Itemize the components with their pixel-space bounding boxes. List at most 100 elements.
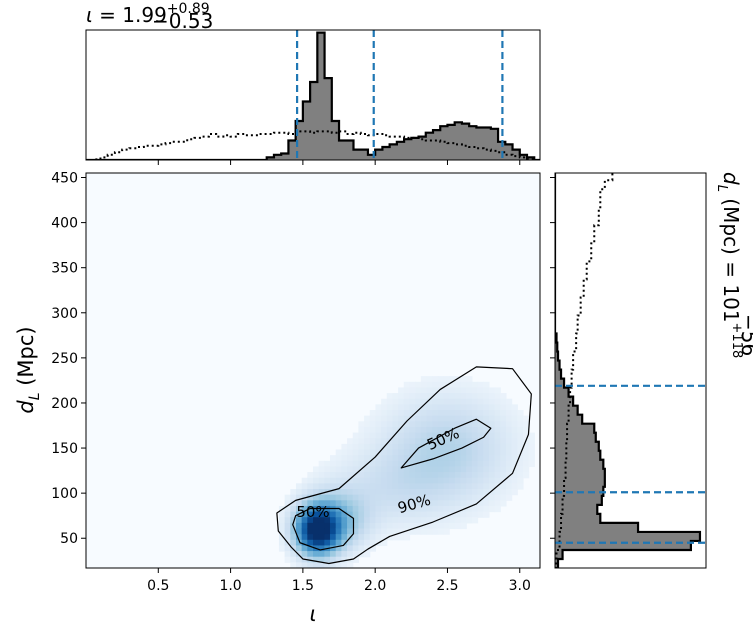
heatmap-cell (381, 472, 388, 479)
y-tick-label: 450 (51, 171, 78, 187)
heatmap-cell (381, 421, 388, 428)
heatmap-cell (313, 517, 320, 524)
heatmap-cell (369, 421, 377, 428)
heatmap-cell (426, 455, 433, 462)
heatmap-cell (403, 381, 411, 389)
heatmap-cell (528, 455, 535, 462)
heatmap-cell (358, 545, 365, 552)
heatmap-cell (437, 517, 445, 524)
heatmap-cell (500, 494, 507, 501)
y-tick-label: 200 (51, 396, 78, 412)
heatmap-cell (432, 410, 439, 417)
heatmap-cell (426, 472, 433, 479)
heatmap-cell (409, 398, 416, 405)
heatmap-cell (364, 472, 371, 479)
heatmap-cell (517, 438, 524, 445)
heatmap-cell (449, 432, 456, 439)
heatmap-cell (398, 517, 405, 524)
heatmap-cell (505, 398, 513, 405)
heatmap-cell (415, 460, 422, 468)
heatmap-cell (358, 455, 365, 462)
heatmap-cell (313, 477, 320, 484)
heatmap-cell (466, 443, 473, 451)
heatmap-cell (477, 421, 484, 428)
heatmap-cell (437, 511, 445, 518)
heatmap-cell (420, 505, 428, 513)
heatmap-cell (454, 505, 462, 513)
heatmap-cell (454, 511, 462, 518)
heatmap-cell (483, 505, 490, 513)
heatmap-cell (494, 426, 501, 434)
x-tick-label: 1.5 (292, 578, 314, 594)
heatmap-cell (364, 483, 371, 490)
heatmap-cell (301, 551, 308, 558)
heatmap-cell (420, 460, 428, 468)
y-axis-ticks: 50 100 150 200 250 300 350 400 450 (51, 171, 86, 547)
heatmap-cell (375, 432, 382, 439)
x-tick-label: 2.5 (436, 578, 458, 594)
heatmap-cell (358, 517, 365, 524)
heatmap-cell (398, 511, 405, 518)
heatmap-cell (307, 562, 314, 568)
heatmap-cell (488, 415, 496, 422)
heatmap-cell (477, 455, 484, 462)
heatmap-cell (517, 466, 524, 473)
heatmap-cell (392, 534, 399, 541)
heatmap-cell (466, 393, 473, 400)
heatmap-cell (466, 449, 473, 456)
heatmap-cell (437, 410, 445, 417)
heatmap-cell (449, 398, 456, 405)
heatmap-cell (409, 466, 416, 473)
heatmap-cell (358, 472, 365, 479)
heatmap-cell (494, 466, 501, 473)
heatmap-cell (335, 477, 342, 484)
heatmap-cell (381, 500, 388, 507)
heatmap-cell (449, 466, 456, 473)
heatmap-cell (352, 539, 359, 547)
heatmap-cell (437, 398, 445, 405)
heatmap-cell (466, 500, 473, 507)
heatmap-cell (488, 489, 496, 496)
heatmap-cell (392, 410, 399, 417)
heatmap-cell (398, 505, 405, 513)
heatmap-cell (437, 466, 445, 473)
heatmap-cell (324, 517, 331, 524)
heatmap-cell (341, 455, 348, 462)
heatmap-cell (460, 398, 467, 405)
heatmap-cell (454, 494, 462, 501)
heatmap-cell (426, 466, 433, 473)
heatmap-cell (409, 500, 416, 507)
heatmap-cell (403, 466, 411, 473)
heatmap-cell (415, 511, 422, 518)
heatmap-cell (449, 489, 456, 496)
heatmap-cell (352, 556, 359, 563)
heatmap-cell (432, 472, 439, 479)
heatmap-cell (420, 472, 428, 479)
heatmap-cell (364, 511, 371, 518)
heatmap-cell (341, 545, 348, 552)
heatmap-cell (449, 438, 456, 445)
heatmap-cell (364, 545, 371, 552)
right-panel-title: dL (Mpc) = 101+118 (714, 172, 744, 358)
heatmap-cell (403, 393, 411, 400)
heatmap-cell (415, 449, 422, 456)
top-prior-line (86, 130, 540, 160)
heatmap-cell (426, 443, 433, 451)
heatmap-cell (352, 534, 359, 541)
heatmap-cell (403, 410, 411, 417)
heatmap-cell (454, 500, 462, 507)
heatmap-cell (477, 511, 484, 518)
heatmap-cell (313, 534, 320, 541)
heatmap-cell (477, 443, 484, 451)
heatmap-cell (398, 483, 405, 490)
heatmap-cell (505, 494, 513, 501)
heatmap-cell (392, 500, 399, 507)
heatmap-cell (483, 387, 490, 394)
right-panel-frame (554, 172, 707, 569)
right-panel-title-lower: −56 (737, 314, 753, 356)
heatmap-cell (358, 483, 365, 490)
heatmap-cell (517, 483, 524, 490)
heatmap-cell (494, 438, 501, 445)
heatmap-cell (369, 522, 377, 530)
heatmap-cell (347, 545, 354, 552)
